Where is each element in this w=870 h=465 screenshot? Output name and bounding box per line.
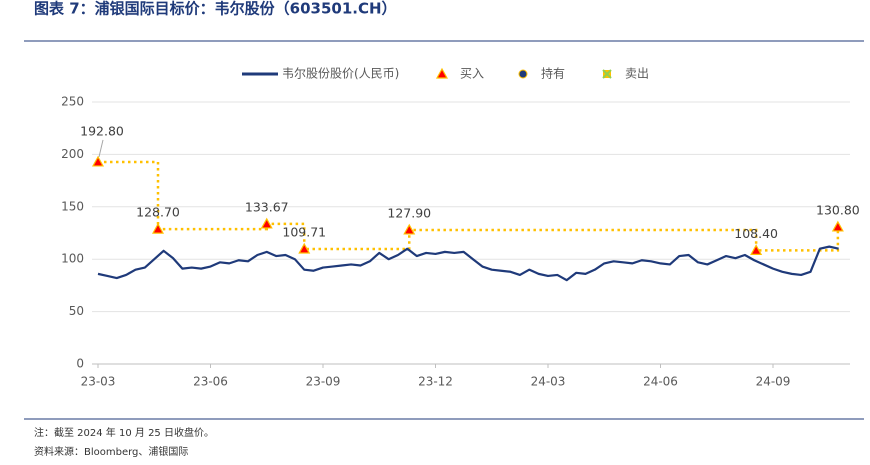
- data-label: 109.71: [282, 225, 326, 240]
- source: 资料来源：Bloomberg、浦银国际: [34, 445, 188, 458]
- buy-marker: [91, 155, 105, 167]
- buy-marker: [298, 242, 311, 254]
- data-label: 128.70: [136, 205, 180, 220]
- note: 注：截至 2024 年 10 月 25 日收盘价。: [34, 426, 214, 439]
- price-line: [97, 245, 839, 282]
- legend-label: 韦尔股份股价(人民币): [282, 66, 399, 81]
- data-label: 192.80: [80, 123, 124, 138]
- data-label: 127.90: [387, 205, 431, 220]
- y-tick-label: 250: [61, 95, 84, 109]
- hold-marker: [518, 69, 528, 79]
- x-tick-label: 23-09: [306, 375, 341, 389]
- buy-marker: [151, 222, 165, 234]
- x-tick-label: 24-06: [643, 375, 678, 389]
- x-tick-label: 24-09: [756, 375, 791, 389]
- y-tick-label: 0: [76, 357, 84, 371]
- x-tick-label: 23-12: [418, 375, 453, 389]
- x-tick-label: 23-03: [81, 375, 116, 389]
- buy-marker: [750, 244, 763, 255]
- buy-marker: [260, 217, 273, 229]
- x-tick-label: 23-06: [193, 375, 228, 389]
- title: 图表 7：浦银国际目标价：韦尔股份（603501.CH）: [34, 0, 397, 18]
- sell-marker: [602, 69, 612, 79]
- legend-label: 卖出: [625, 67, 649, 81]
- label-leader: [98, 139, 104, 158]
- x-tick-label: 24-03: [531, 375, 566, 389]
- buy-marker: [831, 220, 844, 232]
- data-label: 133.67: [245, 199, 289, 214]
- data-label: 130.80: [816, 202, 860, 217]
- target-price-line: [98, 160, 840, 252]
- buy-marker: [435, 67, 449, 79]
- y-tick-label: 100: [61, 252, 84, 266]
- buy-marker: [403, 223, 416, 235]
- y-tick-label: 50: [69, 304, 84, 318]
- legend-label: 买入: [460, 67, 484, 81]
- data-label: 108.40: [734, 226, 778, 241]
- legend-label: 持有: [541, 66, 565, 81]
- y-tick-label: 200: [61, 147, 84, 161]
- y-tick-label: 150: [61, 199, 84, 213]
